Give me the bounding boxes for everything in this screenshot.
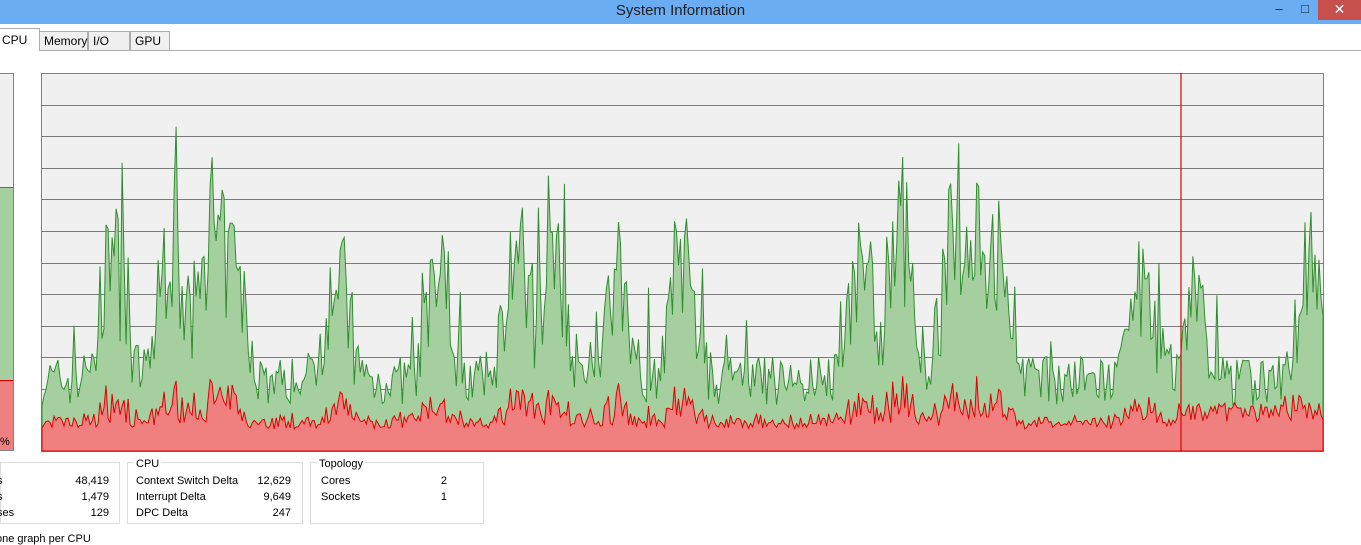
close-button[interactable]: ✕ [1318,0,1361,20]
tab-gpu[interactable]: GPU [130,31,170,50]
topology-row-cores: Cores 2 [311,475,485,491]
graph-option-label[interactable]: one graph per CPU [0,533,91,545]
system-counts-group: s 48,419 s 1,479 ses 129 [0,462,120,524]
title-bar: System Information – □ ✕ [0,0,1361,24]
tab-cpu[interactable]: CPU [0,28,40,51]
total-cpu-series [41,126,1324,452]
cores-label: Cores [321,475,351,487]
topology-group: Topology Cores 2 Sockets 1 [310,458,485,524]
cpu-row-interrupt: Interrupt Delta 9,649 [128,491,304,507]
meter-percent-label: % [0,436,10,448]
counts-label-2: s [0,491,3,503]
sockets-label: Sockets [321,491,361,503]
counts-value-3: 129 [90,507,109,519]
tab-divider [0,50,1361,51]
counts-row-1: s 48,419 [0,475,121,491]
context-switch-label: Context Switch Delta [136,475,239,487]
tab-strip: CPU Memory I/O GPU [0,24,1361,51]
counts-label-3: ses [0,507,15,519]
cpu-row-dpc: DPC Delta 247 [128,507,304,523]
dpc-label: DPC Delta [136,507,188,519]
context-switch-value: 12,629 [257,475,291,487]
counts-row-3: ses 129 [0,507,121,523]
counts-label-1: s [0,475,3,487]
counts-value-2: 1,479 [81,491,109,503]
cpu-row-context-switch: Context Switch Delta 12,629 [128,475,304,491]
tab-memory[interactable]: Memory [39,31,88,50]
window-title: System Information [615,2,746,19]
maximize-button[interactable]: □ [1292,0,1318,20]
minimize-icon: – [1275,1,1283,16]
interrupt-label: Interrupt Delta [136,491,206,503]
cpu-stats-group: CPU Context Switch Delta 12,629 Interrup… [127,458,304,524]
topology-row-sockets: Sockets 1 [311,491,485,507]
cpu-history-graph [41,73,1324,452]
tab-io[interactable]: I/O [88,31,130,50]
kernel-cpu-series [41,376,1324,452]
minimize-button[interactable]: – [1266,0,1292,20]
dpc-value: 247 [272,507,291,519]
counts-value-1: 48,419 [75,475,109,487]
topology-group-title: Topology [317,458,366,470]
sockets-value: 1 [440,491,447,503]
cpu-usage-meter [0,73,14,451]
maximize-icon: □ [1301,1,1309,16]
close-icon: ✕ [1333,1,1346,17]
meter-kernel-fill [0,380,13,450]
interrupt-value: 9,649 [263,491,291,503]
counts-row-2: s 1,479 [0,491,121,507]
cores-value: 2 [440,475,447,487]
cpu-group-title: CPU [134,458,162,470]
